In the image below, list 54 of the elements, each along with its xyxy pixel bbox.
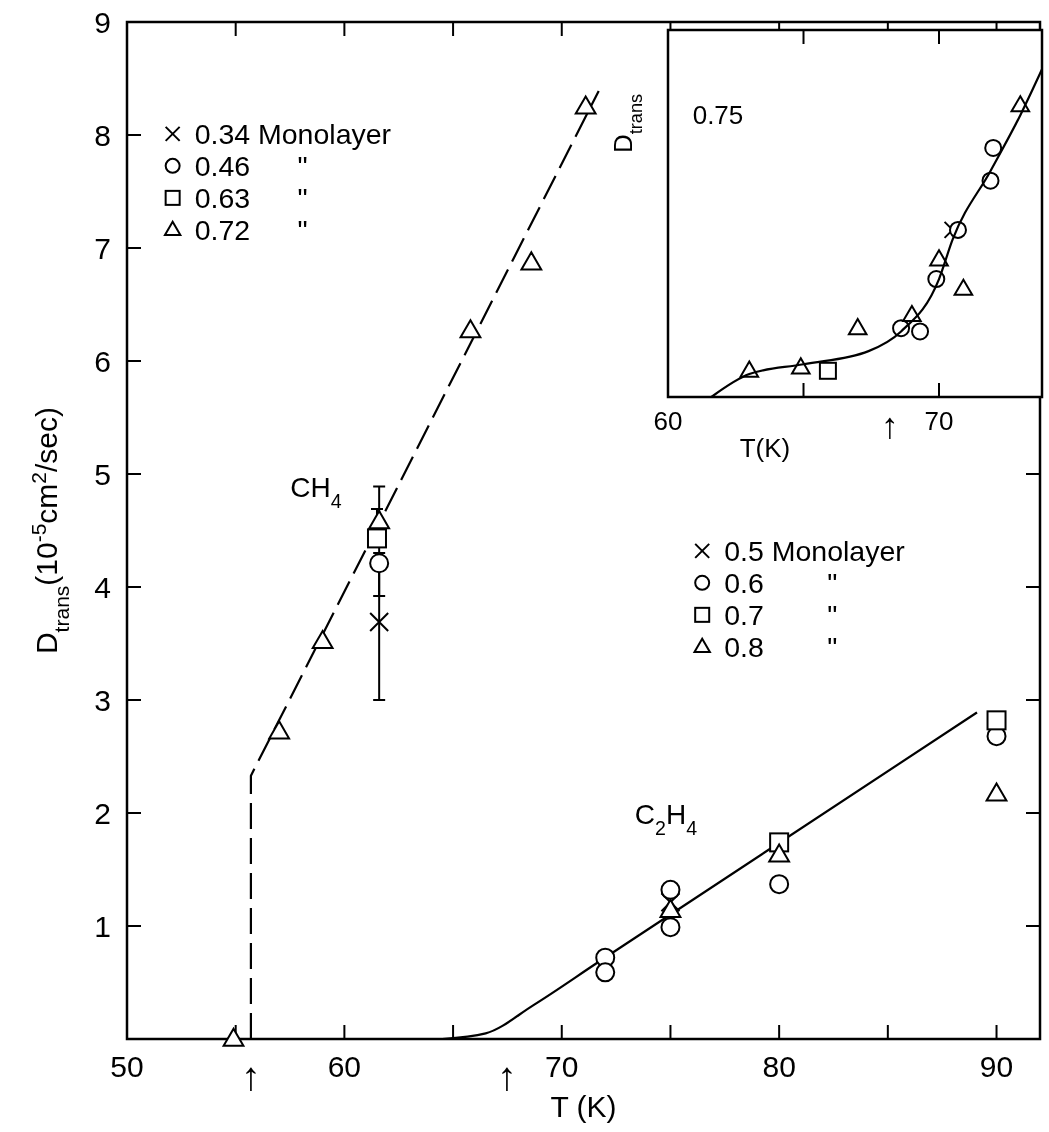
x-tick-label: 50 (110, 1049, 144, 1083)
x-tick-label: 90 (979, 1049, 1014, 1083)
text: ↑ (497, 1054, 517, 1098)
legend-label: 0.46 " (194, 150, 308, 183)
point (369, 553, 390, 574)
x-tick-label: 70 (924, 405, 954, 436)
y-tick-label: 1 (94, 909, 111, 943)
x-tick-label: 80 (762, 1049, 796, 1083)
text: ↑ (241, 1054, 261, 1098)
y-tick-label: 4 (94, 570, 111, 604)
point (459, 319, 482, 339)
point (818, 361, 837, 380)
point (268, 720, 291, 740)
point (520, 251, 543, 271)
point (369, 612, 390, 633)
point (985, 782, 1008, 802)
x-tick-label: 60 (653, 405, 683, 436)
y-tick-label: 9 (94, 5, 111, 39)
point (660, 917, 681, 938)
x-tick-label: 70 (545, 1049, 579, 1083)
point (847, 317, 868, 336)
x-tick-label: 60 (327, 1049, 362, 1083)
point (929, 249, 949, 267)
legend-label: 0.7 " (724, 599, 838, 632)
point (574, 95, 597, 115)
annotation: 0.75 (692, 100, 744, 130)
point (986, 710, 1007, 731)
y-tick-label: 7 (94, 231, 111, 265)
y-tick-label: 8 (94, 118, 111, 152)
point (911, 322, 930, 341)
legend-label: 0.34 Monolayer (194, 118, 392, 151)
y-tick-label: 5 (94, 457, 111, 491)
legend-label: 0.63 " (194, 182, 308, 215)
y-tick-label: 6 (94, 344, 111, 378)
annotation: C$_{2}$H$_{4}$ (634, 799, 698, 839)
y-tick-label: 3 (94, 683, 111, 717)
x-axis-title: T (K) (550, 1090, 617, 1123)
legend-label: 0.72 " (194, 214, 308, 247)
point (984, 138, 1003, 157)
point (311, 629, 334, 649)
x-axis-title: T(K) (739, 432, 791, 463)
point (769, 874, 790, 895)
legend-label: 0.5 Monolayer (724, 535, 906, 568)
annotation: ↑ (881, 405, 899, 446)
point (368, 510, 391, 530)
point (660, 879, 681, 900)
y-tick-label: 2 (94, 796, 111, 830)
point (768, 843, 791, 863)
legend-label: 0.6 " (724, 567, 838, 600)
point (953, 278, 974, 296)
point (595, 962, 616, 983)
annotation: CH$_{4}$ (290, 472, 342, 512)
legend-label: 0.8 " (724, 631, 838, 664)
point (366, 528, 387, 549)
